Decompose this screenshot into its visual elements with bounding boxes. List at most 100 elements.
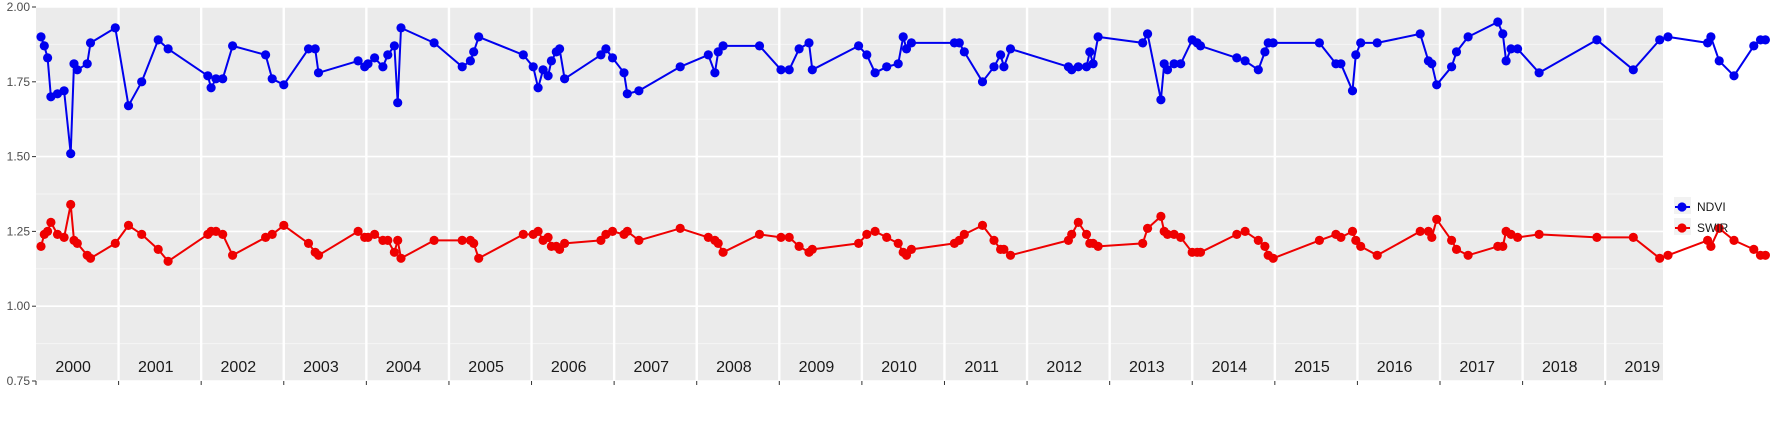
ndvi-point (1195, 41, 1206, 51)
ndvi-point (389, 41, 399, 51)
swir-point (1081, 229, 1092, 239)
ndvi-point (1506, 44, 1516, 54)
ndvi-point (279, 80, 289, 90)
swir-point (1176, 232, 1186, 242)
ndvi-point (1655, 35, 1665, 45)
ndvi-point (474, 32, 484, 42)
ndvi-point (1314, 38, 1324, 48)
swir-point (46, 217, 56, 227)
ndvi-point (1372, 38, 1382, 48)
ndvi-point (310, 44, 320, 54)
swir-point (1706, 241, 1716, 251)
swir-point (1240, 226, 1250, 236)
ndvi-point (261, 50, 271, 60)
swir-point (1415, 226, 1425, 236)
year-label: 2005 (468, 359, 504, 376)
ndvi-point (854, 41, 864, 51)
swir-point (1714, 223, 1724, 233)
swir-point (718, 247, 728, 257)
swir-point (218, 229, 228, 239)
ndvi-point (72, 65, 82, 75)
swir-point (1592, 232, 1602, 242)
ndvi-point (457, 62, 467, 72)
ndvi-point (39, 41, 49, 51)
swir-point (1195, 247, 1206, 257)
swir-point (1427, 232, 1437, 242)
ndvi-point (43, 53, 53, 63)
swir-point (518, 229, 528, 239)
series-ndvi (36, 17, 1770, 159)
swir-point (267, 229, 277, 239)
swir-point (110, 238, 120, 248)
ndvi-point (543, 71, 553, 81)
ndvi-point (153, 35, 163, 45)
ndvi-point (776, 65, 786, 75)
swir-point (66, 199, 76, 210)
ndvi-point (622, 89, 632, 99)
swir-point (370, 229, 380, 239)
ndvi-point (560, 74, 570, 84)
year-label: 2003 (303, 359, 339, 376)
year-label: 2009 (799, 359, 835, 376)
swir-point (959, 229, 969, 239)
swir-point (1156, 211, 1166, 221)
ndvi-point (206, 83, 216, 93)
year-label: 2016 (1377, 359, 1413, 376)
swir-point (457, 235, 467, 245)
legend-key-point-swir (1677, 223, 1687, 233)
year-label: 2014 (1212, 359, 1248, 376)
year-label: 2011 (964, 359, 999, 376)
ndvi-point (1356, 38, 1366, 48)
ndvi-point (1143, 29, 1153, 39)
ndvi-point (1093, 32, 1103, 42)
year-label: 2002 (221, 359, 257, 376)
swir-point (1336, 232, 1346, 242)
ndvi-point (465, 56, 475, 66)
swir-point (989, 235, 999, 245)
ndvi-point (36, 32, 46, 42)
swir-point (59, 232, 69, 242)
ndvi-point (754, 41, 765, 51)
ndvi-point (211, 74, 221, 84)
ndvi-point (1463, 32, 1473, 42)
swir-point (1729, 235, 1739, 245)
ndvi-point (123, 101, 134, 111)
swir-point (675, 223, 685, 233)
ndvi-point (1253, 65, 1263, 75)
ndvi-point (267, 74, 277, 84)
ndvi-point (137, 77, 147, 87)
ndvi-point (862, 50, 872, 60)
ndvi-point (163, 44, 173, 54)
ndvi-point (1501, 56, 1511, 66)
year-label: 2000 (55, 359, 91, 376)
swir-point (1760, 250, 1770, 260)
swir-point (393, 235, 403, 245)
ndvi-point (393, 98, 403, 108)
swir-point (1162, 229, 1173, 239)
swir-point (794, 241, 804, 251)
swir-point (1463, 250, 1473, 260)
grid-minor-lines (36, 43, 1663, 345)
ndvi-point (1628, 65, 1638, 75)
swir-point (1138, 238, 1148, 248)
y-tick-label: 1.50 (7, 150, 31, 164)
swir-point (1432, 214, 1442, 224)
ndvi-point (1260, 47, 1270, 57)
ndvi-point (703, 50, 713, 60)
ndvi-point (1176, 59, 1186, 69)
swir-point (543, 232, 553, 242)
ndvi-point (1156, 95, 1166, 105)
ndvi-point (1663, 32, 1673, 42)
ndvi-point (996, 50, 1006, 60)
ndvi-point (203, 71, 213, 81)
series-layer (36, 17, 1770, 266)
ndvi-point (882, 62, 892, 72)
swir-point (1447, 235, 1457, 245)
swir-point (1005, 250, 1016, 260)
ndvi-point (370, 53, 380, 63)
swir-point (1498, 241, 1508, 251)
ndvi-point (710, 68, 720, 78)
swir-point (977, 220, 988, 230)
ndvi-point (1498, 29, 1508, 39)
swir-point (1143, 223, 1153, 233)
